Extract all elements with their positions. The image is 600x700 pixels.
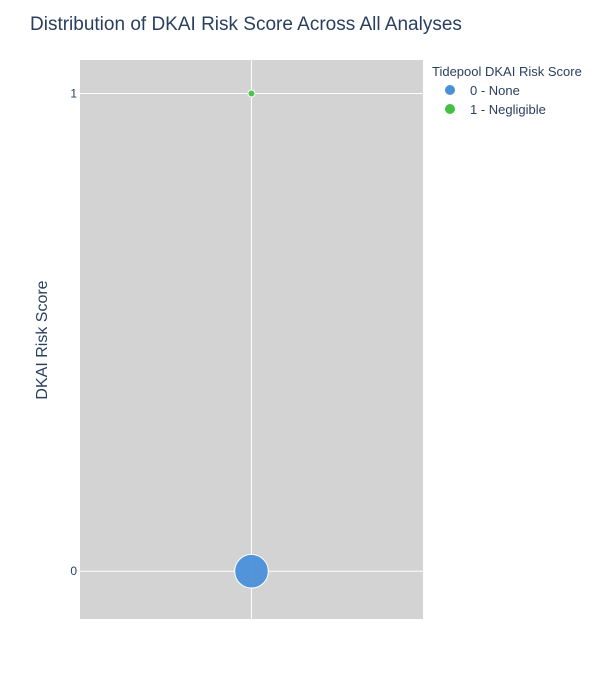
chart-title: Distribution of DKAI Risk Score Across A… — [30, 14, 462, 35]
y-tick-label: 1 — [70, 86, 77, 100]
legend-item-label: 0 - None — [470, 83, 520, 98]
data-points — [234, 89, 269, 589]
legend-item-label: 1 - Negligible — [470, 102, 546, 117]
y-tick-label: 0 — [70, 564, 77, 578]
legend-title: Tidepool DKAI Risk Score — [432, 64, 582, 79]
data-point — [234, 553, 269, 589]
y-axis-title: DKAI Risk Score — [34, 280, 51, 399]
legend-marker — [445, 85, 455, 95]
y-tick-labels: 01 — [70, 86, 77, 578]
legend: 0 - None 1 - Negligible — [445, 83, 546, 117]
legend-marker — [445, 104, 455, 114]
data-point — [247, 89, 256, 98]
